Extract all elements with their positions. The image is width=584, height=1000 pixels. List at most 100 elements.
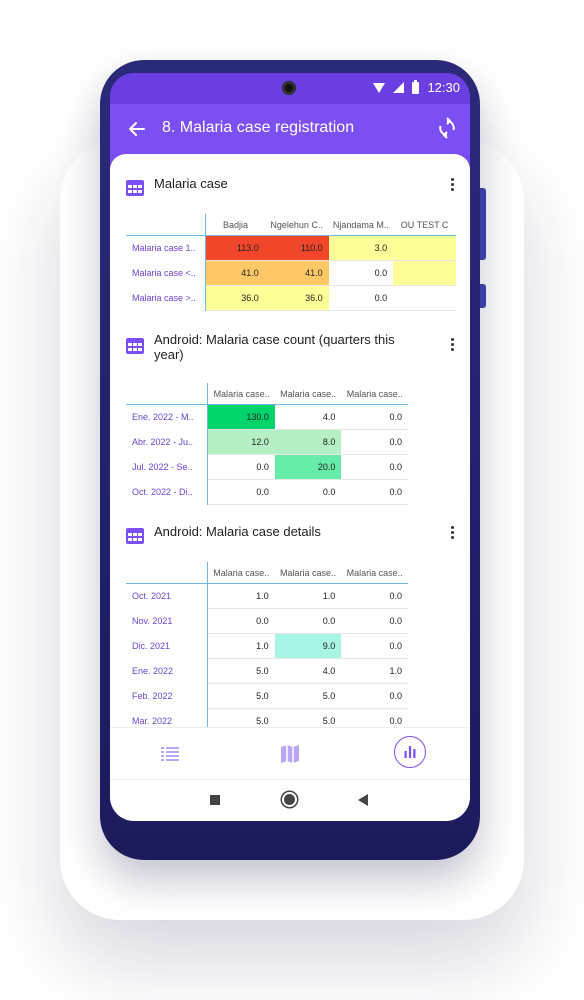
bottom-navigation [110,727,470,780]
table-header-row: Malaria case.. Malaria case.. Malaria case… [126,383,408,405]
table-cell: 3.0 [328,235,394,261]
table-cell: 41.0 [264,260,329,286]
more-options-button[interactable] [448,524,456,544]
table-header-row: Badjia Ngelehun C.. Njandama M.. OU TEST C [126,214,456,236]
table-row: Malaria case <.. 41.0 41.0 0.0 [126,260,456,286]
home-button[interactable] [282,792,297,807]
row-header: Ene. 2022 [126,658,208,684]
more-options-button[interactable] [448,336,456,356]
table-cell: 0.0 [341,404,408,430]
table-cell: 5.0 [207,683,275,709]
table-cell: 0.0 [274,608,342,634]
table-cell [393,285,456,311]
table-cell: 5.0 [274,708,342,727]
table-cell: 1.0 [207,583,275,609]
recent-apps-button[interactable] [210,795,220,805]
table-cell: 0.0 [328,260,394,286]
map-icon [281,745,299,763]
table-cell: 12.0 [207,429,275,455]
card-header-case-details: Android: Malaria case details [126,522,456,552]
table-cell: 1.0 [207,633,275,659]
table-cell: 0.0 [341,608,408,634]
bar-chart-icon [404,746,416,758]
power-button [480,284,486,308]
table-cell: 0.0 [341,454,408,480]
table-icon [126,338,144,354]
row-header: Jul. 2022 - Se.. [126,454,209,480]
table-header-row: Malaria case.. Malaria case.. Malaria case… [126,562,408,584]
table-row: Nov. 2021 0.0 0.0 0.0 [126,608,408,634]
app-bar: 8. Malaria case registration [110,104,470,154]
sync-button[interactable] [436,117,458,139]
table-cell: 0.0 [207,454,275,480]
table-cell [393,235,456,261]
table-cell: 4.0 [274,658,342,684]
row-header: Nov. 2021 [126,608,208,634]
table-icon [126,180,144,196]
table-corner [126,562,208,584]
table-cell: 36.0 [205,285,265,311]
card-title: Android: Malaria case count (quarters th… [154,332,395,362]
pivot-table: Malaria case.. Malaria case.. Malaria case… [126,562,408,727]
table-row: Oct. 2022 - Di.. 0.0 0.0 0.0 [126,479,408,505]
row-header: Oct. 2021 [126,583,208,609]
table-icon [126,528,144,544]
content-area: Malaria case Badjia Ngelehun C.. Njandama … [110,154,470,727]
nav-map-button[interactable] [278,742,302,766]
table-cell: 0.0 [341,479,408,505]
table-cell: 0.0 [341,429,408,455]
card-header-malaria-case: Malaria case [126,174,456,204]
table-cell: 36.0 [264,285,329,311]
status-time: 12:30 [427,80,460,95]
arrow-left-icon [129,122,145,136]
table-row: Dic. 2021 1.0 9.0 0.0 [126,633,408,659]
column-header: Malaria case.. [341,383,408,405]
row-header: Ene. 2022 - M.. [126,404,209,430]
table-corner [126,214,207,236]
back-nav-button[interactable] [358,794,368,806]
table-cell: 5.0 [207,658,275,684]
row-header: Feb. 2022 [126,683,208,709]
table-cell: 8.0 [274,429,342,455]
column-header: Malaria case.. [274,383,342,405]
nav-list-button[interactable] [158,742,182,766]
status-icons: 12:30 [373,79,460,95]
card-header-case-count: Android: Malaria case count (quarters th… [126,330,456,362]
row-header: Mar. 2022 [126,708,208,727]
table-row: Ene. 2022 5.0 4.0 1.0 [126,658,408,684]
row-header: Malaria case <.. [126,260,207,286]
table-cell: 0.0 [274,479,342,505]
column-header: Ngelehun C.. [264,214,329,236]
front-camera [282,81,296,95]
sync-icon [439,117,455,139]
table-row: Mar. 2022 5.0 5.0 0.0 [126,708,408,727]
table-cell: 1.0 [274,583,342,609]
table-cell: 0.0 [341,708,408,727]
system-navigation-bar [110,779,470,821]
table-cell: 9.0 [274,633,342,659]
column-header: Malaria case.. [207,562,275,584]
more-options-button[interactable] [448,176,456,196]
column-header: Njandama M.. [328,214,394,236]
nav-charts-button[interactable] [394,736,426,768]
table-cell: 0.0 [207,608,275,634]
table-row: Feb. 2022 5.0 5.0 0.0 [126,683,408,709]
volume-button [480,188,486,260]
table-cell: 0.0 [341,633,408,659]
row-header: Malaria case >.. [126,285,207,311]
table-row: Malaria case 1.. 113.0 110.0 3.0 [126,235,456,261]
row-header: Dic. 2021 [126,633,208,659]
page-title: 8. Malaria case registration [162,119,355,136]
table-cell: 0.0 [207,479,275,505]
row-header: Malaria case 1.. [126,235,207,261]
table-cell: 41.0 [205,260,265,286]
column-header: Malaria case.. [207,383,275,405]
table-row: Jul. 2022 - Se.. 0.0 20.0 0.0 [126,454,408,480]
table-cell: 5.0 [207,708,275,727]
row-header: Oct. 2022 - Di.. [126,479,209,505]
back-button[interactable] [126,118,148,140]
device-screen: 12:30 8. Malaria case registration [110,73,470,821]
table-corner [126,383,209,405]
card-title: Android: Malaria case details [154,524,321,539]
